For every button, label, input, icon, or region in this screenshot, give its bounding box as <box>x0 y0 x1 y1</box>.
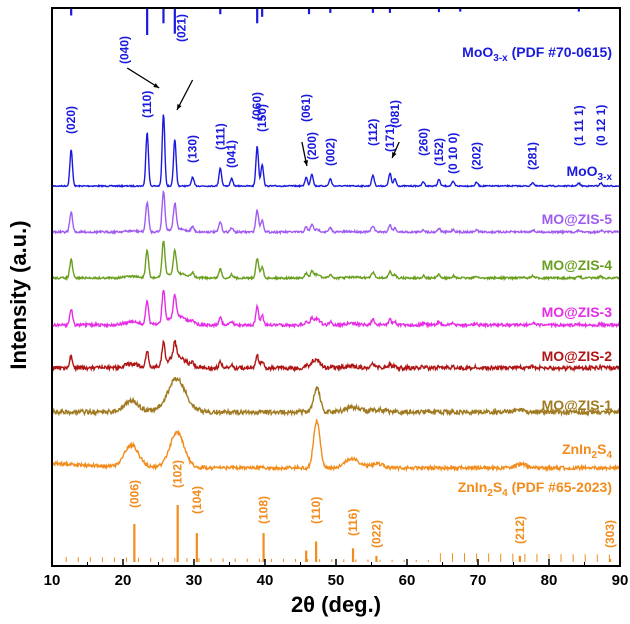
series-label-znin2s4: ZnIn2S4 <box>562 441 612 461</box>
x-tick-label: 90 <box>612 572 629 589</box>
xrd-series-group <box>51 114 621 473</box>
peak-label-moo3: (111) <box>213 123 227 150</box>
x-axis: 10 20 30 40 50 60 70 80 90 <box>44 559 629 589</box>
moo3-reference-label: MoO3-x (PDF #70-0615) <box>462 44 612 64</box>
series-label-sub: 3-x <box>598 172 613 183</box>
peak-label-moo3: (0 10 0) <box>446 133 460 174</box>
znin2s4-reference-lines <box>65 505 612 562</box>
pattern-zis1 <box>51 376 621 417</box>
peak-label-moo3: (171) <box>383 124 397 152</box>
pattern-zis5 <box>51 189 621 236</box>
peak-label-znin2s4: (116) <box>346 509 360 536</box>
ref-label-mid: S <box>493 479 502 495</box>
peak-label-moo3: (041) <box>225 140 239 168</box>
series-label-moo3: MoO3-x <box>566 163 612 183</box>
x-tick-label: 20 <box>115 572 132 589</box>
peak-label-moo3: (060) <box>250 92 264 120</box>
ref-label-rest: (PDF #65-2023) <box>508 479 612 495</box>
x-tick-label: 30 <box>186 572 203 589</box>
peak-label-moo3: (021) <box>174 14 188 42</box>
peak-label-moo3: (202) <box>470 142 484 170</box>
x-tick-label: 70 <box>470 572 487 589</box>
peak-labels-group: (020) (110) (040) (021) (130) (111)(041) (060)… <box>64 14 617 548</box>
x-tick-label: 80 <box>541 572 558 589</box>
pattern-zis4 <box>51 240 621 282</box>
peak-label-moo3: (112) <box>366 119 380 146</box>
peak-label-moo3: (061) <box>299 94 313 122</box>
peak-label-moo3: (020) <box>64 106 78 134</box>
peak-arrow-head <box>176 104 182 110</box>
pattern-zis3 <box>51 289 621 329</box>
peak-label-moo3: (0 12 1) <box>594 105 608 146</box>
ref-label-sub: 2 <box>487 488 493 499</box>
peak-label-znin2s4: (212) <box>513 516 527 544</box>
pattern-zis2 <box>51 339 620 373</box>
peak-label-moo3: (152) <box>432 138 446 166</box>
series-label-zis3: MO@ZIS-3 <box>542 304 613 320</box>
x-tick-label: 60 <box>399 572 416 589</box>
x-axis-title: 2θ (deg.) <box>291 592 381 617</box>
moo3-reference-lines <box>70 9 580 35</box>
peak-label-znin2s4: (110) <box>309 497 323 524</box>
peak-label-moo3: (110) <box>140 91 154 118</box>
peak-label-moo3: (260) <box>416 128 430 156</box>
peak-label-moo3: (150) <box>255 104 269 132</box>
x-tick-label: 40 <box>257 572 274 589</box>
peak-label-moo3: (002) <box>323 138 337 166</box>
peak-arrow <box>126 67 160 89</box>
peak-label-znin2s4: (108) <box>257 496 271 524</box>
pattern-moo3 <box>51 114 621 189</box>
peak-arrow-head <box>392 152 397 158</box>
peak-label-moo3: (281) <box>526 142 540 170</box>
peak-label-moo3: (130) <box>186 135 200 163</box>
peak-arrow-head <box>303 160 309 166</box>
series-label-mid: S <box>597 441 606 457</box>
peak-label-znin2s4: (006) <box>127 480 141 508</box>
peak-label-znin2s4: (022) <box>369 520 383 548</box>
pattern-znin2s4 <box>51 419 621 473</box>
peak-label-moo3: (200) <box>305 132 319 160</box>
ref-label-rest: (PDF #70-0615) <box>508 44 612 60</box>
ref-label-sub: 4 <box>502 488 508 499</box>
series-label-zis1: MO@ZIS-1 <box>542 397 613 413</box>
series-label-zis5: MO@ZIS-5 <box>542 211 613 227</box>
series-label-sub: 2 <box>592 450 598 461</box>
series-label-zis2: MO@ZIS-2 <box>542 348 613 364</box>
peak-label-znin2s4: (102) <box>171 460 185 488</box>
series-labels-group: MoO3-x MO@ZIS-5 MO@ZIS-4 MO@ZIS-3 MO@ZIS-2 MO… <box>542 163 613 461</box>
x-tick-label: 10 <box>44 572 61 589</box>
peak-label-znin2s4: (303) <box>603 520 617 548</box>
peak-arrow <box>176 79 194 111</box>
series-label-zis4: MO@ZIS-4 <box>542 257 613 273</box>
peak-label-znin2s4: (104) <box>190 486 204 514</box>
peak-arrow-head <box>153 83 160 88</box>
peak-label-moo3: (040) <box>118 36 132 64</box>
x-tick-label: 50 <box>328 572 345 589</box>
series-label-sub: 4 <box>606 450 612 461</box>
ref-label-sub: 3-x <box>493 53 508 64</box>
znin2s4-reference-label: ZnIn2S4 (PDF #65-2023) <box>458 479 612 499</box>
peak-label-moo3: (1 11 1) <box>572 105 586 146</box>
y-axis-title: Intensity (a.u.) <box>6 220 31 369</box>
peak-label-moo3: (081) <box>388 100 402 128</box>
